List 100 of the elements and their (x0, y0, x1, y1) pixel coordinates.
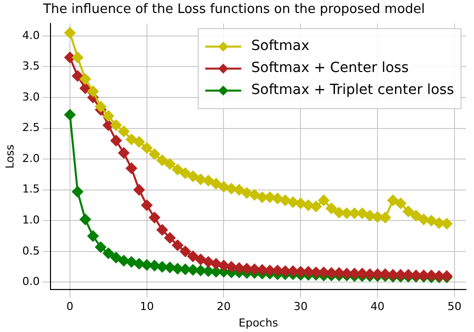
point (402, 269, 414, 280)
point (64, 27, 76, 38)
point (164, 232, 176, 244)
point (395, 198, 406, 209)
legend-label: Softmax + Triplet center loss (251, 82, 454, 98)
point (202, 256, 214, 268)
point (172, 263, 184, 274)
point (141, 200, 152, 211)
point (126, 256, 137, 268)
point (156, 154, 168, 166)
point (226, 183, 237, 194)
point (164, 262, 176, 273)
point (156, 224, 168, 236)
point (102, 110, 114, 122)
point (418, 214, 430, 225)
point (318, 194, 330, 206)
point (410, 210, 422, 222)
point (295, 198, 306, 209)
point (195, 174, 206, 185)
point (149, 148, 160, 160)
x-tick-label: 20 (216, 300, 231, 314)
point (241, 263, 252, 274)
y-tick-label: 0.5 (22, 244, 40, 258)
point (372, 211, 384, 222)
point (326, 202, 337, 214)
point (364, 210, 376, 222)
point (334, 207, 345, 218)
point (80, 214, 91, 225)
point (80, 74, 91, 85)
point (387, 194, 398, 206)
point (134, 136, 145, 148)
y-tick-label: 4.0 (22, 28, 40, 42)
point (141, 259, 152, 270)
y-tick-label: 3.0 (22, 90, 40, 104)
point (356, 208, 368, 219)
point (172, 164, 184, 176)
point (441, 218, 452, 230)
point (149, 260, 160, 272)
point (326, 267, 337, 278)
point (72, 186, 84, 198)
point (126, 134, 137, 145)
point (218, 181, 230, 192)
y-tick-label: 1.5 (22, 182, 40, 196)
point (334, 267, 345, 278)
point (134, 258, 145, 270)
point (195, 265, 206, 276)
y-tick-label: 3.5 (22, 60, 40, 73)
point (280, 194, 291, 206)
point (226, 261, 237, 272)
point (118, 255, 130, 266)
point (195, 254, 206, 265)
point (180, 168, 191, 179)
point (310, 200, 322, 212)
x-tick-label: 40 (370, 300, 385, 314)
point (110, 135, 122, 146)
point (380, 212, 391, 224)
point (64, 109, 76, 120)
point (202, 175, 214, 186)
point (87, 86, 98, 97)
point (102, 248, 114, 259)
point (426, 215, 437, 226)
point (387, 269, 398, 280)
point (318, 266, 330, 278)
point (272, 192, 284, 204)
x-tick-label: 0 (66, 300, 74, 314)
x-tick-label: 10 (140, 300, 154, 314)
chart-title: The influence of the Loss functions on the proposed model (42, 2, 425, 18)
point (118, 147, 130, 158)
point (218, 260, 230, 272)
point (72, 70, 84, 82)
point (287, 196, 298, 208)
point (434, 218, 445, 229)
point (149, 212, 160, 224)
point (234, 262, 245, 274)
point (249, 264, 260, 275)
point (134, 184, 145, 196)
point (210, 178, 222, 190)
point (141, 142, 152, 154)
y-tick-label: 2.5 (22, 121, 40, 134)
point (95, 101, 106, 112)
point (234, 184, 245, 196)
y-tick-label: 2.0 (22, 152, 40, 165)
legend-label: Softmax + Center loss (251, 60, 409, 76)
point (280, 266, 291, 277)
point (187, 264, 198, 276)
point (180, 246, 191, 257)
point (72, 52, 84, 63)
point (256, 264, 268, 276)
y-tick-label: 0.0 (22, 275, 40, 288)
point (64, 52, 76, 63)
point (126, 162, 137, 174)
x-tick-label: 50 (447, 300, 462, 314)
point (164, 158, 176, 170)
point (95, 242, 106, 253)
point (156, 261, 168, 272)
x-axis-title: Epochs (238, 316, 278, 330)
y-tick-label: 1.0 (22, 213, 40, 226)
legend-label: Softmax (251, 38, 310, 54)
point (87, 230, 98, 242)
point (249, 189, 260, 200)
